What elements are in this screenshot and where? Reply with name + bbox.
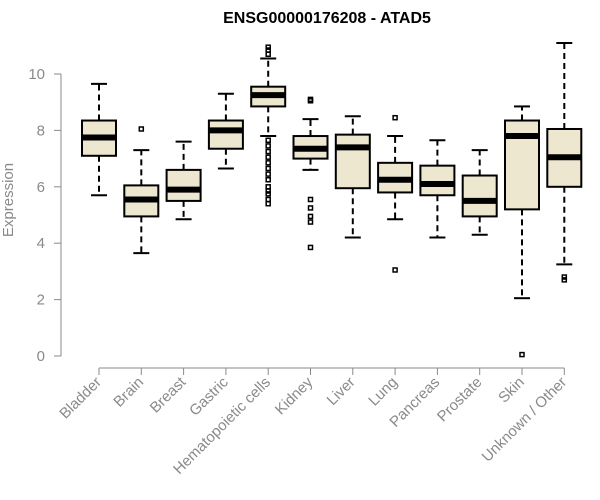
x-tick-label: Liver (324, 374, 359, 409)
outlier-point (519, 351, 525, 358)
box-8 (419, 139, 456, 239)
box-7 (377, 114, 414, 273)
box-rect (461, 174, 498, 218)
outlier-point (265, 177, 271, 183)
outlier-point (265, 165, 271, 172)
outlier-point (392, 114, 398, 121)
outlier-point (265, 47, 271, 53)
y-tick-label: 0 (37, 348, 45, 365)
outlier-point (307, 219, 314, 225)
box-5 (292, 96, 329, 251)
outlier-point (265, 154, 271, 160)
outlier-point (265, 188, 271, 194)
y-axis-label: Expression (0, 163, 17, 237)
x-tick-label: Lung (365, 374, 401, 410)
outlier-point (392, 267, 398, 273)
box-rect (165, 168, 202, 202)
outlier-point (265, 143, 271, 149)
outlier-point (561, 274, 568, 280)
y-tick-label: 8 (37, 122, 45, 139)
outlier-point (265, 137, 271, 144)
box-rect (207, 119, 244, 150)
box-6 (334, 115, 371, 239)
x-tick-label: Prostate (434, 374, 486, 426)
x-tick-label: Brain (110, 374, 147, 411)
outlier-point (265, 160, 271, 166)
box-10 (504, 105, 540, 358)
y-axis: 0 2 4 6 8 10 (28, 66, 62, 365)
outlier-point (307, 213, 314, 220)
outlier-point (265, 171, 271, 177)
boxes-group (81, 41, 583, 358)
outlier-point (561, 277, 568, 283)
x-tick-label: Skin (495, 374, 528, 407)
y-tick-label: 4 (37, 235, 45, 252)
box-3 (207, 92, 244, 170)
outlier-point (265, 148, 271, 155)
outlier-point (307, 96, 314, 103)
x-tick-label: Breast (147, 373, 190, 416)
box-11 (546, 41, 583, 283)
y-tick-label: 10 (28, 66, 45, 83)
outlier-point (265, 200, 271, 207)
box-rect (334, 133, 371, 190)
chart-title: ENSG00000176208 - ATAD5 (223, 10, 431, 27)
box-1 (123, 126, 160, 255)
box-2 (165, 140, 202, 221)
outlier-point (265, 184, 271, 190)
outlier-point (265, 196, 271, 203)
outlier-point (265, 51, 271, 58)
x-tick-label: Bladder (56, 374, 105, 423)
outlier-point (265, 191, 271, 197)
y-tick-label: 6 (37, 179, 45, 196)
box-0 (81, 82, 117, 197)
outlier-point (138, 126, 145, 132)
y-tick-label: 2 (37, 292, 45, 309)
outlier-point (307, 244, 314, 251)
box-9 (461, 149, 498, 236)
x-tick-label: Kidney (272, 373, 317, 418)
outlier-point (307, 205, 314, 211)
outlier-point (265, 44, 271, 50)
box-rect (419, 164, 456, 197)
box-4 (250, 44, 287, 207)
outlier-point (307, 196, 314, 203)
